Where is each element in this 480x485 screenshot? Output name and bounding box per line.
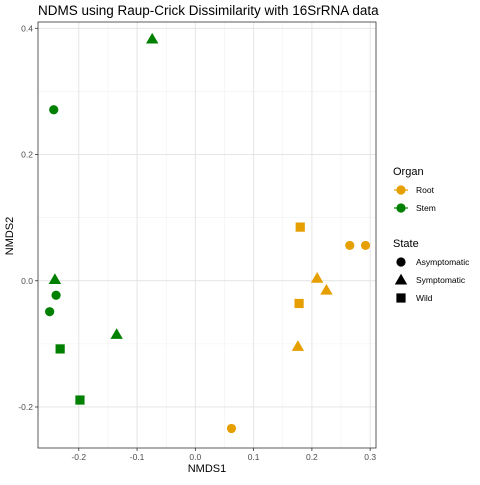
data-point-stem-wild [55, 344, 65, 354]
y-tick-label: -0.2 [18, 402, 33, 412]
legend-label-asymptomatic: Asymptomatic [416, 257, 470, 267]
legend-key-wild [396, 293, 406, 303]
data-point-root-wild [295, 222, 305, 232]
plot-panel-border [37, 21, 377, 449]
data-point-stem-asymptomatic [45, 307, 55, 317]
x-tick-label: -0.2 [71, 452, 86, 462]
x-tick-label: 0.3 [364, 452, 376, 462]
data-point-root-symptomatic [310, 272, 324, 283]
data-point-stem-symptomatic [110, 328, 123, 339]
legend-state-title: State [393, 238, 419, 250]
x-axis-label: NMDS1 [188, 463, 227, 475]
legend-label-symptomatic: Symptomatic [416, 275, 466, 285]
data-point-stem-asymptomatic [51, 290, 61, 300]
y-tick-label: 0.0 [21, 276, 33, 286]
grid-lines [38, 22, 376, 448]
legend-label-wild: Wild [416, 293, 433, 303]
data-point-root-asymptomatic [360, 240, 371, 251]
x-tick-label: -0.1 [130, 452, 145, 462]
y-axis-label: NMDS2 [4, 217, 16, 256]
legend-key-stem [396, 203, 406, 213]
legend-key-asymptomatic [396, 257, 406, 267]
axis-ticks: -0.2 -0.1 0.0 0.1 0.2 0.3 -0.2 0.0 0.2 0.4 [18, 23, 376, 462]
data-point-root-asymptomatic [226, 423, 237, 434]
data-point-stem-wild [75, 395, 85, 405]
data-points [45, 32, 371, 434]
legend-state: State Asymptomatic Symptomatic Wild [393, 238, 470, 303]
legend-key-root [396, 185, 406, 195]
data-point-stem-symptomatic [146, 32, 159, 44]
y-tick-label: 0.2 [21, 150, 33, 160]
data-point-root-symptomatic [320, 284, 333, 295]
legend-label-root: Root [416, 185, 435, 195]
data-point-stem-symptomatic [48, 273, 62, 284]
x-tick-label: 0.0 [189, 452, 201, 462]
data-point-root-wild [294, 298, 304, 309]
legend-organ-title: Organ [393, 166, 424, 178]
data-point-root-asymptomatic [345, 240, 355, 251]
data-point-stem-asymptomatic [49, 105, 59, 115]
chart-title: NDMS using Raup-Crick Dissimilarity with… [38, 3, 379, 18]
legend-organ: Organ Root Stem [393, 166, 436, 213]
y-tick-label: 0.4 [21, 23, 33, 33]
legend-label-stem: Stem [416, 203, 436, 213]
x-tick-label: 0.2 [306, 452, 318, 462]
x-tick-label: 0.1 [248, 452, 260, 462]
data-point-root-symptomatic [291, 340, 305, 351]
legend-key-symptomatic [394, 273, 408, 285]
